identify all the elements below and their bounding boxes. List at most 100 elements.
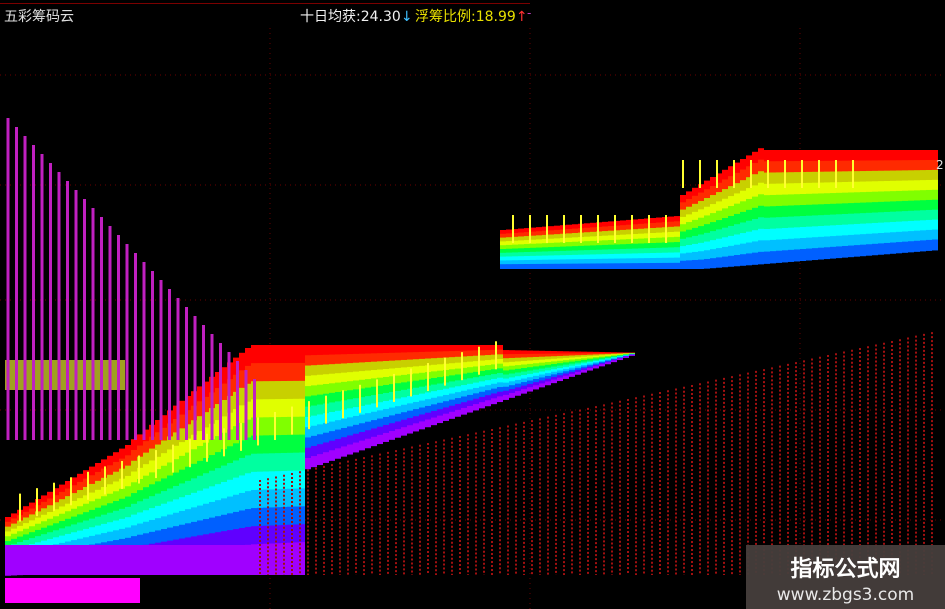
cloud-cell <box>5 526 11 533</box>
cloud-cell <box>281 416 287 436</box>
cloud-cell <box>794 161 800 174</box>
cloud-cell <box>473 382 479 389</box>
cloud-cell <box>614 239 620 246</box>
cloud-cell <box>149 519 155 533</box>
cloud-cell <box>539 353 545 358</box>
cloud-cell <box>926 159 932 171</box>
cloud-cell <box>269 381 275 401</box>
cloud-cell <box>752 230 758 243</box>
cloud-cell <box>836 246 842 259</box>
cloud-cell <box>59 513 65 523</box>
cloud-cell <box>692 227 698 237</box>
cloud-cell <box>626 234 632 241</box>
cloud-cell <box>215 452 221 470</box>
cloud-cell <box>563 362 569 366</box>
cloud-cell <box>512 236 518 242</box>
cloud-cell <box>509 350 515 356</box>
cloud-cell <box>305 365 311 377</box>
cloud-cell <box>602 258 608 265</box>
cloud-cell <box>878 233 884 245</box>
cloud-cell <box>119 448 125 460</box>
cloud-cell <box>569 365 575 369</box>
cloud-cell <box>536 247 542 253</box>
cloud-cell <box>521 360 527 366</box>
cloud-cell <box>401 404 407 414</box>
cloud-cell <box>794 205 800 218</box>
cloud-cell <box>557 365 563 370</box>
cloud-cell <box>395 421 401 431</box>
cloud-cell <box>509 365 515 371</box>
cloud-cell <box>23 534 29 542</box>
cloud-cell <box>752 196 758 209</box>
cloud-cell <box>734 172 740 185</box>
cloud-cell <box>518 244 524 250</box>
cloud-cell <box>257 399 263 419</box>
cloud-cell <box>884 180 890 193</box>
cloud-cell <box>431 345 437 353</box>
cloud-cell <box>848 245 854 258</box>
cloud-cell <box>551 361 557 365</box>
cloud-cell <box>143 429 149 443</box>
cloud-cell <box>539 377 545 382</box>
cloud-cell <box>353 433 359 444</box>
cloud-cell <box>674 221 680 228</box>
cloud-cell <box>485 350 491 357</box>
cloud-cell <box>860 160 866 173</box>
cloud-cell <box>896 180 902 192</box>
cloud-cell <box>155 420 161 434</box>
cloud-cell <box>524 248 530 254</box>
cloud-cell <box>383 408 389 418</box>
cloud-cell <box>185 438 191 454</box>
cloud-cell <box>191 478 197 494</box>
cloud-cell <box>221 449 227 467</box>
cloud-cell <box>740 254 746 266</box>
cloud-cell <box>932 199 938 211</box>
cloud-cell <box>530 251 536 257</box>
cloud-cell <box>149 460 155 474</box>
cloud-cell <box>323 354 329 366</box>
cloud-cell <box>818 182 824 195</box>
cloud-cell <box>521 371 527 377</box>
cloud-cell <box>734 213 740 226</box>
cloud-cell <box>587 368 593 371</box>
cloud-cell <box>71 532 77 542</box>
cloud-cell <box>836 160 842 173</box>
cloud-cell <box>371 395 377 405</box>
cloud-cell <box>83 512 89 522</box>
cloud-cell <box>263 363 269 383</box>
cloud-cell <box>593 357 599 360</box>
cloud-cell <box>473 350 479 357</box>
cloud-cell <box>353 362 359 373</box>
cloud-cell <box>626 258 632 265</box>
cloud-cell <box>710 222 716 233</box>
cloud-cell <box>860 150 866 162</box>
cloud-cell <box>890 221 896 234</box>
cloud-cell <box>65 511 71 520</box>
cloud-cell <box>203 396 209 414</box>
cloud-cell <box>263 417 269 437</box>
cloud-cell <box>722 256 728 268</box>
cloud-cell <box>617 358 623 361</box>
cloud-cell <box>575 362 581 366</box>
cloud-cell <box>335 363 341 375</box>
cloud-cell <box>59 521 65 530</box>
cloud-cell <box>848 192 854 205</box>
cloud-cell <box>71 477 77 487</box>
cloud-cell <box>674 242 680 249</box>
cloud-cell <box>506 233 512 239</box>
cloud-cell <box>455 409 461 417</box>
cloud-cell <box>566 255 572 261</box>
cloud-cell <box>593 354 599 357</box>
cloud-cell <box>197 416 203 433</box>
cloud-cell <box>161 516 167 531</box>
cloud-cell <box>710 240 716 251</box>
cloud-cell <box>764 150 770 163</box>
cloud-cell <box>443 388 449 396</box>
cloud-cell <box>599 362 605 365</box>
cloud-cell <box>830 182 836 195</box>
cloud-cell <box>401 367 407 376</box>
cloud-cell <box>491 398 497 405</box>
cloud-cell <box>83 470 89 480</box>
